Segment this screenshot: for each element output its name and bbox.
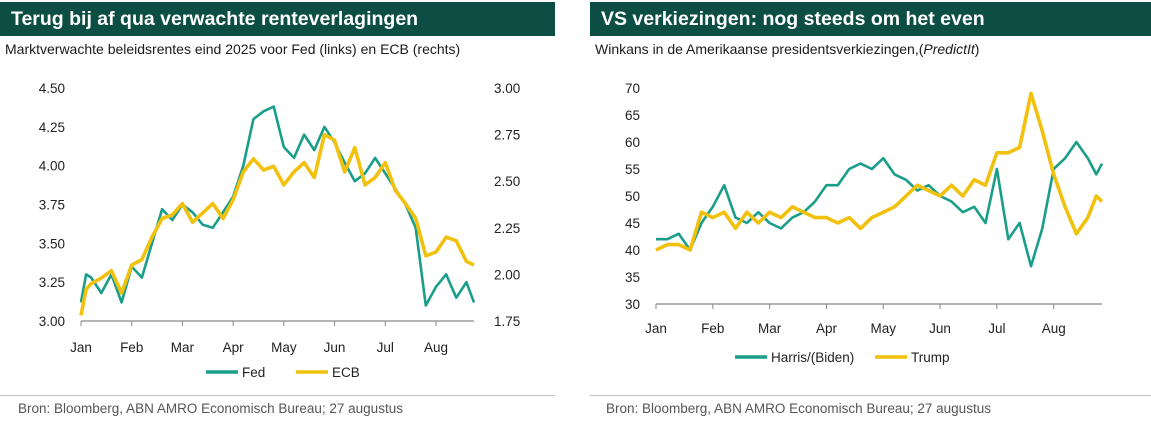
y-right-tick-label: 2.75 — [494, 128, 520, 143]
x-tick-label: May — [271, 340, 297, 355]
y-tick-label: 45 — [625, 216, 640, 231]
y-tick-label: 60 — [625, 135, 640, 150]
y-left-tick-label: 3.00 — [39, 314, 65, 329]
x-tick-label: Jul — [988, 321, 1005, 336]
x-tick-label: Apr — [816, 321, 838, 336]
legend-label-trump: Trump — [911, 350, 950, 365]
subtitle-italic: PredictIt — [923, 41, 975, 57]
x-tick-label: Jun — [929, 321, 951, 336]
y-tick-label: 40 — [625, 243, 640, 258]
election-odds-line-chart: Jan Feb Mar Apr May Jun Jul Aug 70 65 60 55 50 45 40 35… — [625, 81, 1104, 365]
legend-label-fed: Fed — [242, 365, 265, 380]
y-left-tick-label: 3.25 — [39, 275, 65, 290]
series-line-ecb — [79, 132, 475, 316]
series-line-trump — [655, 91, 1104, 252]
y-left-tick-label: 3.75 — [39, 198, 65, 213]
y-right-tick-label: 3.00 — [494, 81, 520, 96]
x-tick-label: Mar — [171, 340, 195, 355]
series-line-fed — [79, 105, 476, 307]
x-tick-label: May — [871, 321, 897, 336]
subtitle-end: ) — [974, 41, 980, 57]
x-tick-label: Jan — [645, 321, 667, 336]
x-tick-label: Feb — [701, 321, 724, 336]
y-left-tick-label: 3.50 — [39, 236, 65, 251]
y-tick-label: 70 — [625, 81, 640, 96]
fed-ecb-line-chart: Jan Feb Mar Apr May Jun Jul Aug 4.50 4.25 4.00 3.75… — [39, 81, 521, 380]
x-tick-label: Jan — [70, 340, 92, 355]
right-divider — [590, 395, 1151, 396]
x-tick-label: Feb — [120, 340, 143, 355]
x-tick-label: Apr — [223, 340, 245, 355]
x-tick-label: Aug — [424, 340, 448, 355]
left-source-note: Bron: Bloomberg, ABN AMRO Economisch Bur… — [18, 401, 403, 416]
y-right-tick-label: 1.75 — [494, 314, 520, 329]
x-tick-label: Jun — [324, 340, 346, 355]
y-left-tick-label: 4.50 — [39, 81, 65, 96]
y-tick-label: 35 — [625, 270, 640, 285]
left-divider — [0, 395, 555, 396]
right-chart-subtitle: Winkans in de Amerikaanse presidentsverk… — [595, 41, 979, 57]
left-panel: Terug bij af qua verwachte renteverlagin… — [0, 0, 555, 424]
legend-label-harris: Harris/(Biden) — [771, 350, 854, 365]
left-chart-title: Terug bij af qua verwachte renteverlagin… — [0, 2, 555, 36]
y-right-tick-label: 2.25 — [494, 221, 520, 236]
y-right-tick-label: 2.50 — [494, 174, 520, 189]
y-tick-label: 65 — [625, 108, 640, 123]
right-panel: VS verkiezingen: nog steeds om het even … — [590, 0, 1151, 424]
y-left-tick-label: 4.00 — [39, 159, 65, 174]
y-left-tick-label: 4.25 — [39, 120, 65, 135]
right-chart-title: VS verkiezingen: nog steeds om het even — [590, 2, 1151, 36]
legend-label-ecb: ECB — [332, 365, 360, 380]
right-source-note: Bron: Bloomberg, ABN AMRO Economisch Bur… — [606, 401, 991, 416]
subtitle-main: Winkans in de Amerikaanse presidentsverk… — [595, 41, 924, 57]
left-chart-subtitle: Marktverwachte beleidsrentes eind 2025 v… — [5, 41, 461, 57]
y-tick-label: 50 — [625, 189, 640, 204]
series-line-harris — [656, 140, 1104, 268]
x-tick-label: Jul — [377, 340, 394, 355]
y-right-tick-label: 2.00 — [494, 267, 520, 282]
x-tick-label: Aug — [1042, 321, 1066, 336]
y-tick-label: 30 — [625, 297, 640, 312]
y-tick-label: 55 — [625, 162, 640, 177]
x-tick-label: Mar — [758, 321, 782, 336]
